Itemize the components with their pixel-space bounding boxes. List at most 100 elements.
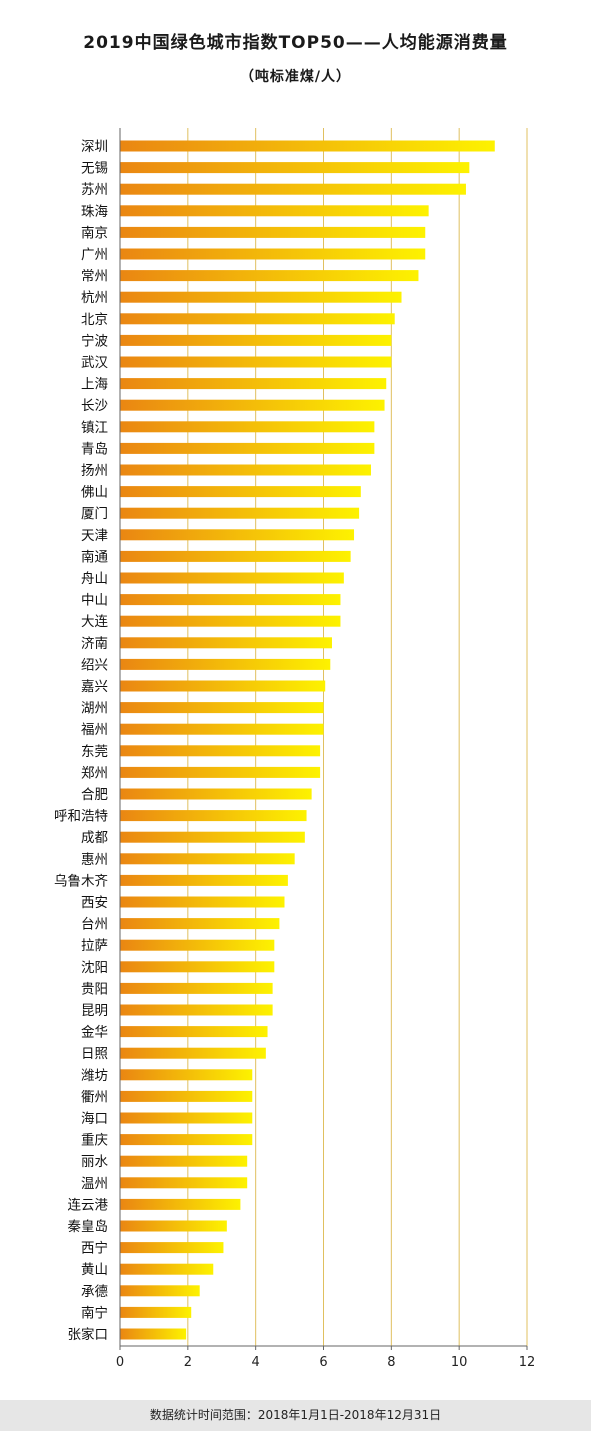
x-tick-label: 10 [451, 1355, 468, 1370]
category-label: 昆明 [81, 1003, 108, 1019]
bar [120, 529, 355, 541]
category-label: 秦皇岛 [68, 1219, 109, 1235]
category-label: 大连 [81, 614, 108, 630]
category-label: 镇江 [81, 420, 108, 436]
x-tick-label: 2 [184, 1355, 192, 1370]
bar [120, 1026, 268, 1038]
bar [120, 507, 360, 519]
category-label: 日照 [81, 1046, 108, 1062]
category-label: 南通 [81, 549, 108, 565]
bar [120, 421, 375, 433]
category-label: 黄山 [81, 1262, 108, 1278]
category-label: 武汉 [81, 355, 108, 371]
bar [120, 874, 288, 886]
x-tick-label: 12 [519, 1355, 536, 1370]
bar [120, 1306, 192, 1318]
category-label: 合肥 [81, 787, 108, 803]
chart-title: 2019中国绿色城市指数TOP50——人均能源消费量 [83, 33, 508, 53]
bar [120, 1242, 224, 1254]
x-tick-label: 4 [252, 1355, 260, 1370]
category-label: 连云港 [68, 1197, 109, 1213]
category-label: 金华 [81, 1025, 108, 1041]
category-label: 嘉兴 [81, 679, 108, 695]
bar [120, 853, 295, 865]
bar [120, 680, 326, 692]
category-label: 济南 [81, 636, 108, 652]
bar [120, 464, 371, 476]
chart-subtitle: （吨标准煤/人） [239, 69, 352, 85]
category-label: 无锡 [81, 161, 108, 177]
category-label: 中山 [81, 593, 108, 609]
bar [120, 788, 312, 800]
bar [120, 918, 280, 930]
category-label: 成都 [81, 830, 108, 846]
category-label: 北京 [81, 312, 108, 328]
category-label: 衢州 [81, 1088, 108, 1105]
category-label: 温州 [81, 1176, 108, 1192]
bar [120, 378, 387, 390]
category-label: 张家口 [68, 1326, 109, 1343]
footer-note: 数据统计时间范围：2018年1月1日-2018年12月31日 [0, 1400, 591, 1431]
category-label: 舟山 [81, 571, 108, 587]
category-label: 贵阳 [81, 981, 108, 997]
bar [120, 1198, 241, 1210]
bar [120, 442, 375, 454]
bar [120, 982, 273, 994]
bar [120, 1285, 200, 1297]
category-label: 台州 [81, 917, 108, 933]
category-label: 苏州 [81, 182, 108, 198]
bar [120, 1177, 248, 1189]
bar [120, 1263, 214, 1275]
category-label: 拉萨 [81, 938, 108, 954]
bar [120, 550, 351, 562]
bar [120, 810, 307, 822]
category-label: 湖州 [81, 701, 108, 717]
bar [120, 313, 395, 325]
bar [120, 1004, 273, 1016]
bar [120, 831, 305, 843]
bar-chart: 0 2 4 6 8 10 12 深圳无锡苏州珠海南京广州常州杭州北京宁波武汉上海长沙镇江青岛扬… [54, 128, 536, 1370]
category-label: 长沙 [81, 398, 108, 414]
bar [120, 1155, 248, 1167]
category-label: 宁波 [81, 332, 108, 349]
bar [120, 226, 426, 238]
bar [120, 270, 419, 282]
category-label: 海口 [81, 1111, 108, 1127]
bar [120, 291, 402, 303]
category-label: 福州 [81, 722, 108, 738]
category-label: 惠州 [81, 852, 108, 868]
category-label: 常州 [81, 269, 108, 285]
bar [120, 615, 341, 627]
bar [120, 334, 392, 346]
category-label: 西宁 [81, 1240, 108, 1257]
category-label: 珠海 [81, 204, 108, 220]
bar [120, 658, 331, 670]
bar [120, 1112, 253, 1124]
category-label: 沈阳 [81, 960, 108, 976]
category-label: 上海 [81, 377, 108, 393]
category-label: 西安 [81, 895, 108, 911]
bar [120, 939, 275, 951]
bar [120, 486, 361, 498]
category-label: 佛山 [81, 485, 108, 501]
category-label: 深圳 [81, 139, 108, 155]
bar [120, 205, 429, 217]
category-label: 绍兴 [81, 657, 108, 673]
bar [120, 702, 324, 714]
bar [120, 248, 426, 260]
bar [120, 637, 332, 649]
category-label: 南宁 [81, 1304, 108, 1321]
category-label: 扬州 [81, 463, 108, 479]
category-label: 杭州 [81, 290, 108, 306]
bar [120, 399, 385, 411]
category-label: 广州 [81, 247, 108, 263]
category-label: 厦门 [81, 506, 108, 522]
category-label: 呼和浩特 [54, 809, 108, 825]
bar [120, 572, 344, 584]
category-label: 潍坊 [81, 1068, 108, 1084]
category-label: 丽水 [81, 1154, 108, 1170]
x-tick-label: 6 [319, 1355, 327, 1370]
x-tick-label: 0 [116, 1355, 124, 1370]
bar [120, 723, 324, 735]
bar [120, 896, 285, 908]
